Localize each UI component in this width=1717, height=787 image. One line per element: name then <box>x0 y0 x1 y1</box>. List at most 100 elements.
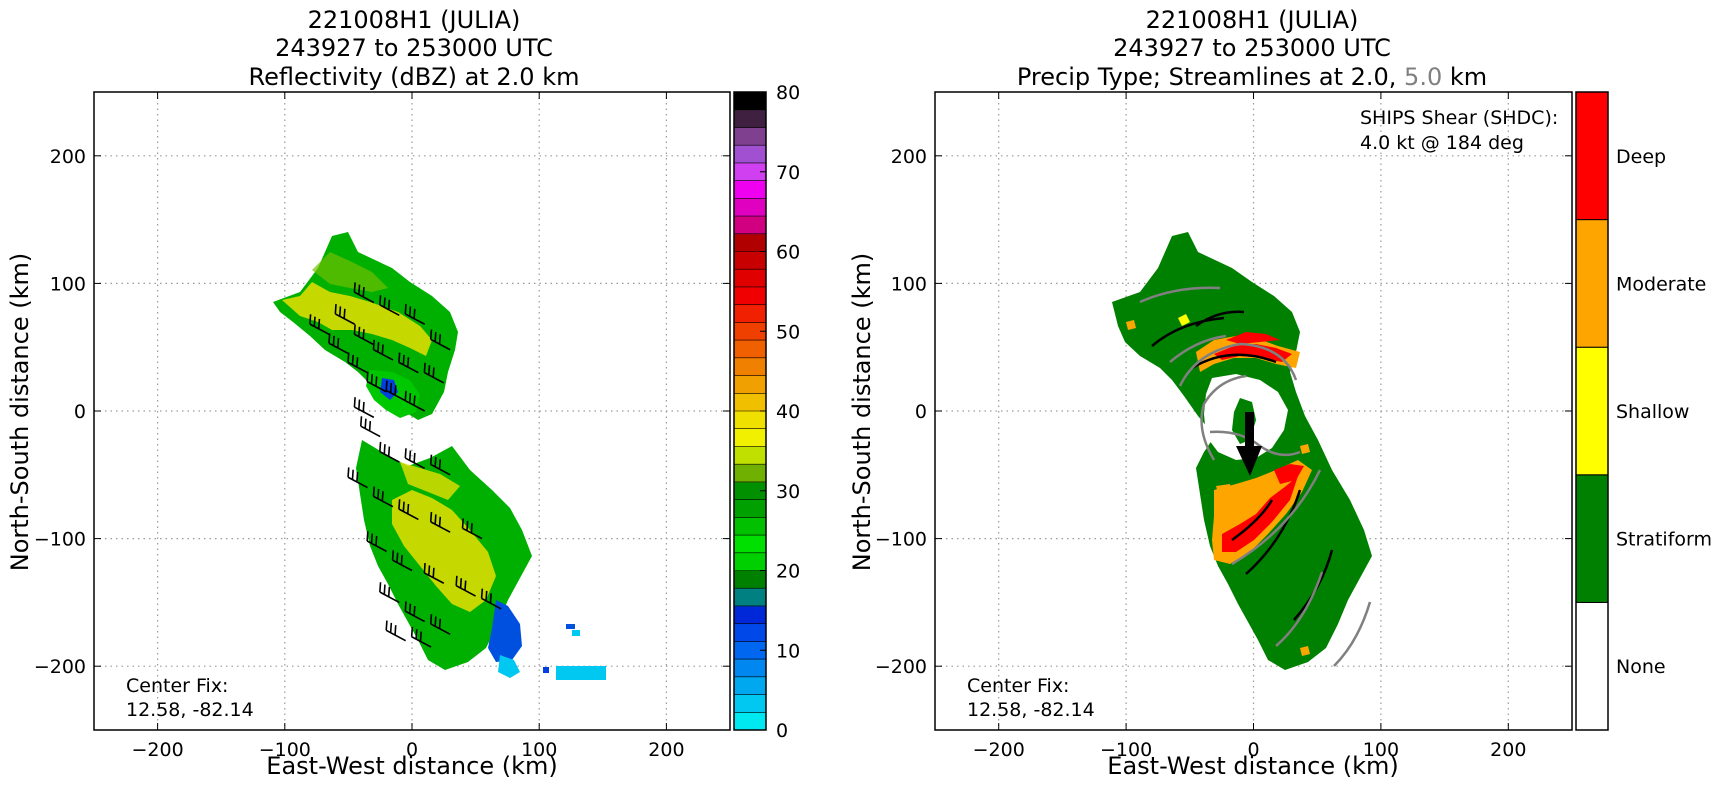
wind-barb <box>410 626 432 648</box>
precip-type-colorbar-swatch <box>1575 91 1609 221</box>
reflectivity-swath-south-yellow2 <box>400 462 460 500</box>
reflectivity-colorbar-swatch <box>734 340 766 359</box>
right-axis-ticks: −200 −100 0 100 200 −200 −100 0 100 200 <box>875 92 1572 761</box>
wind-barb <box>385 620 407 642</box>
reflectivity-colorbar-swatch <box>734 428 766 447</box>
streamline-5km-3 <box>1200 374 1247 461</box>
precip-moderate-edge <box>1126 320 1136 330</box>
precip-type-colorbar-label: Shallow <box>1616 401 1689 423</box>
precip-type-colorbar-swatch <box>1575 219 1609 348</box>
precip-moderate-edge3 <box>1300 646 1310 656</box>
reflectivity-colorbar-swatch <box>734 623 766 642</box>
wind-barb <box>480 588 502 610</box>
left-y-tick-label: −100 <box>34 529 86 551</box>
reflectivity-cyan-echo-4 <box>543 667 549 673</box>
wind-barb <box>379 582 400 604</box>
wind-barb <box>353 397 375 419</box>
reflectivity-colorbar-swatch <box>734 694 766 713</box>
shear-vector-shaft <box>1245 412 1254 448</box>
precip-shallow-north <box>1178 314 1190 326</box>
right-y-tick-label: 100 <box>891 273 927 295</box>
reflectivity-colorbar: 0 10 20 30 40 50 60 70 80 <box>734 82 800 742</box>
right-x-tick-label: −200 <box>973 739 1025 761</box>
wind-barb <box>404 448 426 470</box>
right-center-fix-line2: 12.58, -82.14 <box>967 699 1095 721</box>
reflectivity-colorbar-swatch <box>734 552 766 571</box>
streamline-5km-8 <box>1169 334 1227 363</box>
left-title-line1: 221008H1 (JULIA) <box>308 6 521 34</box>
reflectivity-colorbar-swatch <box>734 198 766 217</box>
wind-barbs <box>309 282 502 648</box>
reflectivity-colorbar-swatch <box>734 393 766 412</box>
wind-barb <box>328 333 349 355</box>
right-title-line3: Precip Type; Streamlines at 2.0, 5.0 km <box>1017 63 1487 91</box>
reflectivity-colorbar-swatch <box>734 304 766 323</box>
shear-vector-head <box>1236 446 1262 476</box>
streamline-2km-1 <box>1151 316 1225 347</box>
reflectivity-colorbar-frame <box>733 91 767 731</box>
precip-type-colorbar-swatch <box>1575 346 1609 476</box>
reflectivity-colorbar-swatch <box>734 269 766 288</box>
precip-type-panel: 221008H1 (JULIA) 243927 to 253000 UTC Pr… <box>848 6 1712 780</box>
right-y-tick-label: 200 <box>891 146 927 168</box>
left-x-tick-label: −100 <box>259 739 311 761</box>
wind-barb <box>455 575 476 597</box>
right-x-tick-label: −100 <box>1100 739 1152 761</box>
left-x-tick-label: 0 <box>406 739 418 761</box>
precip-deep-north2 <box>1226 332 1280 344</box>
shear-label-line1: SHIPS Shear (SHDC): <box>1360 107 1558 129</box>
reflectivity-blue-rim <box>488 600 522 662</box>
left-center-fix-line1: Center Fix: <box>126 675 228 697</box>
reflectivity-panel: 221008H1 (JULIA) 243927 to 253000 UTC Re… <box>6 6 800 780</box>
wind-barb <box>385 380 407 402</box>
precip-type-colorbar-label: Stratiform <box>1616 529 1712 551</box>
streamline-5km-6 <box>1333 601 1372 667</box>
right-x-tick-label: 200 <box>1490 739 1526 761</box>
wind-barb <box>423 563 445 584</box>
left-x-tick-label: −200 <box>132 739 184 761</box>
precip-type-field <box>1112 232 1372 670</box>
right-center-fix-line1: Center Fix: <box>967 675 1069 697</box>
reflectivity-colorbar-swatch <box>734 251 766 270</box>
wind-barb <box>461 518 483 540</box>
right-title-line1: 221008H1 (JULIA) <box>1146 6 1359 34</box>
wind-barb <box>372 486 394 508</box>
reflectivity-colorbar-swatch <box>734 357 766 376</box>
wind-barb <box>398 499 419 521</box>
reflectivity-colorbar-swatch <box>734 180 766 199</box>
left-title-line3: Reflectivity (dBZ) at 2.0 km <box>249 63 580 91</box>
left-y-tick-label: −200 <box>34 656 86 678</box>
reflectivity-swath-north-green2 <box>312 252 388 292</box>
reflectivity-colorbar-swatch <box>734 481 766 501</box>
wind-barb <box>404 601 426 623</box>
reflectivity-cyan-echo-2 <box>566 624 575 629</box>
wind-barb <box>366 371 387 393</box>
reflectivity-colorbar-swatch <box>734 446 766 465</box>
streamline-2km-6 <box>1195 310 1245 328</box>
right-title-line3-suffix: km <box>1442 63 1487 91</box>
reflectivity-colorbar-swatch <box>734 162 766 182</box>
streamline-5km-1 <box>1139 286 1221 304</box>
wind-barb <box>429 512 451 533</box>
right-title-line3-prefix: Precip Type; Streamlines at 2.0, <box>1017 63 1404 91</box>
wind-barb <box>309 314 330 336</box>
precip-deep-north <box>1214 344 1292 362</box>
wind-barb <box>423 362 445 384</box>
wind-barb <box>334 304 356 325</box>
streamline-2km-3 <box>1245 489 1302 575</box>
reflectivity-colorbar-swatch <box>734 145 766 164</box>
reflectivity-colorbar-swatch <box>734 676 766 695</box>
left-center-fix-line2: 12.58, -82.14 <box>126 699 254 721</box>
wind-barb <box>404 304 426 325</box>
reflectivity-colorbar-swatch <box>734 464 766 483</box>
reflectivity-field <box>273 232 606 680</box>
precip-type-colorbar-swatch <box>1575 601 1609 731</box>
precip-deep-south2 <box>1274 464 1304 484</box>
left-x-tick-label: 200 <box>648 739 684 761</box>
right-title-line2: 243927 to 253000 UTC <box>1113 34 1391 62</box>
precip-moderate-west <box>1216 484 1232 500</box>
left-y-tick-label: 200 <box>50 146 86 168</box>
reflectivity-colorbar-swatch <box>734 375 766 394</box>
wind-barb <box>404 390 426 412</box>
right-x-tick-label: 0 <box>1247 739 1259 761</box>
